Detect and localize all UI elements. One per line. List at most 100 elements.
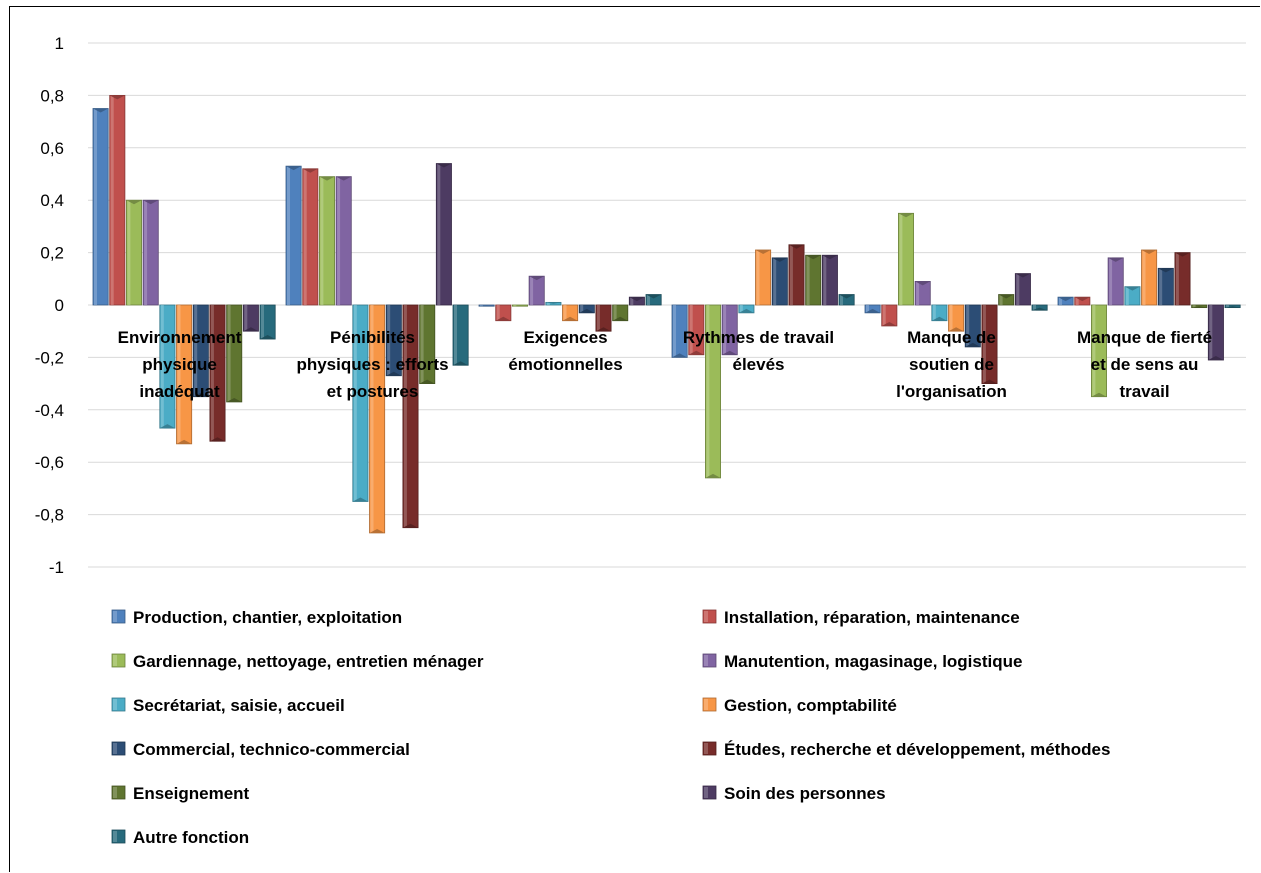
bar-highlight — [966, 305, 970, 347]
legend-swatch-highlight — [113, 743, 117, 754]
bar-bevel — [772, 257, 788, 262]
category-labels: Environnement physique inadéquat Pénibilité… — [118, 328, 1212, 401]
bar-highlight — [244, 305, 248, 332]
legend-label: Soin des personnes — [724, 784, 886, 803]
bar-bevel — [336, 176, 352, 181]
category-label: Environnement physique inadéquat — [118, 328, 242, 401]
bar-highlight — [513, 305, 517, 307]
bar-bevel — [998, 294, 1014, 299]
legend-swatch-highlight — [704, 743, 708, 754]
bar-highlight — [403, 305, 407, 528]
legend-label: Installation, réparation, maintenance — [724, 608, 1020, 627]
legend-swatch-highlight — [113, 611, 117, 622]
bar-highlight — [1175, 252, 1179, 305]
category-label-line: Pénibilités — [330, 328, 415, 347]
bar-highlight — [596, 305, 600, 332]
bar-highlight — [420, 305, 424, 384]
bar-bevel — [1058, 297, 1074, 302]
bar-bevel — [209, 437, 226, 442]
legend-swatch-highlight — [113, 787, 117, 798]
bar-bevel — [672, 353, 688, 358]
bar-highlight — [866, 305, 869, 313]
bar-bevel — [529, 276, 545, 281]
bar-highlight — [530, 276, 534, 305]
gridlines — [88, 42, 1246, 568]
category-label-line: Rythmes de travail — [683, 328, 834, 347]
bar-highlight — [580, 305, 584, 313]
bar-bevel — [898, 213, 914, 218]
legend-swatch-highlight — [704, 655, 708, 666]
legend-swatch-highlight — [704, 699, 708, 710]
bar-bevel — [755, 249, 771, 254]
bar-highlight — [1226, 305, 1229, 308]
bar-highlight — [210, 305, 214, 442]
bar-highlight — [94, 108, 97, 305]
bar-highlight — [899, 213, 903, 305]
bar-highlight — [227, 305, 231, 402]
bar-bevel — [1091, 392, 1107, 397]
bar-highlight — [613, 305, 617, 321]
legend-label: Gardiennage, nettoyage, entretien ménage… — [133, 652, 484, 671]
legend-label: Enseignement — [133, 784, 250, 803]
bar-bevel — [436, 163, 452, 168]
y-tick-label: -0,8 — [35, 506, 64, 525]
y-tick-label: -1 — [49, 558, 64, 577]
legend-label: Manutention, magasinage, logistique — [724, 652, 1022, 671]
bar-bevel — [369, 528, 385, 533]
bar-bevel — [453, 361, 469, 366]
y-tick-label: 0,8 — [40, 86, 64, 105]
bar-bevel — [302, 168, 318, 173]
bar-highlight — [1059, 297, 1062, 305]
bar-bevel — [319, 176, 335, 181]
bar-bevel — [193, 392, 209, 397]
legend-label: Gestion, comptabilité — [724, 696, 897, 715]
category-label-line: physiques : efforts — [296, 355, 448, 374]
bar-highlight — [303, 168, 307, 305]
bar-bevel — [722, 350, 738, 355]
bar-bevel — [1225, 306, 1241, 308]
bar-highlight — [739, 305, 743, 313]
y-tick-label: 0 — [55, 296, 64, 315]
category-label: Manque de soutien de l'organisation — [896, 328, 1007, 401]
bar-bevel — [822, 255, 838, 260]
bar-highlight — [1016, 273, 1020, 305]
bar-highlight — [673, 305, 676, 358]
bar-highlight — [823, 255, 827, 305]
bar-bevel — [260, 335, 276, 340]
category-label-line: l'organisation — [896, 382, 1007, 401]
category-label: Pénibilités physiques : efforts et posture… — [296, 328, 448, 401]
bar-highlight — [480, 305, 483, 307]
bar-bevel — [688, 350, 704, 355]
category-label-line: élevés — [733, 355, 785, 374]
bar-bevel — [562, 316, 578, 321]
bar-highlight — [723, 305, 727, 355]
bar-bevel — [1174, 252, 1191, 257]
bar-bevel — [738, 308, 754, 313]
bar-bevel — [788, 244, 805, 249]
bar-bevel — [143, 200, 159, 205]
y-tick-label: 0,4 — [40, 191, 64, 210]
category-label-line: soutien de — [909, 355, 994, 374]
bar-highlight — [261, 305, 264, 340]
category-label-line: inadéquat — [139, 382, 220, 401]
y-tick-label: 0,6 — [40, 139, 64, 158]
bar-highlight — [496, 305, 500, 321]
bar-bevel — [176, 439, 192, 444]
bar-bevel — [579, 308, 595, 313]
bar-bevel — [495, 316, 511, 321]
bar-highlight — [337, 176, 341, 305]
category-label-line: et postures — [327, 382, 419, 401]
bar-bevel — [981, 379, 998, 384]
bar-highlight — [882, 305, 886, 326]
bar-bevel — [1141, 249, 1157, 254]
bar-bevel — [419, 379, 435, 384]
bar-highlight — [630, 297, 634, 305]
bar-bevel — [286, 166, 302, 171]
category-label-line: Exigences — [523, 328, 607, 347]
legend-label: Études, recherche et développement, méth… — [724, 740, 1110, 759]
bar-highlight — [689, 305, 693, 355]
bar-highlight — [1033, 305, 1036, 311]
bar-bevel — [1191, 306, 1207, 308]
bar-highlight — [932, 305, 936, 321]
